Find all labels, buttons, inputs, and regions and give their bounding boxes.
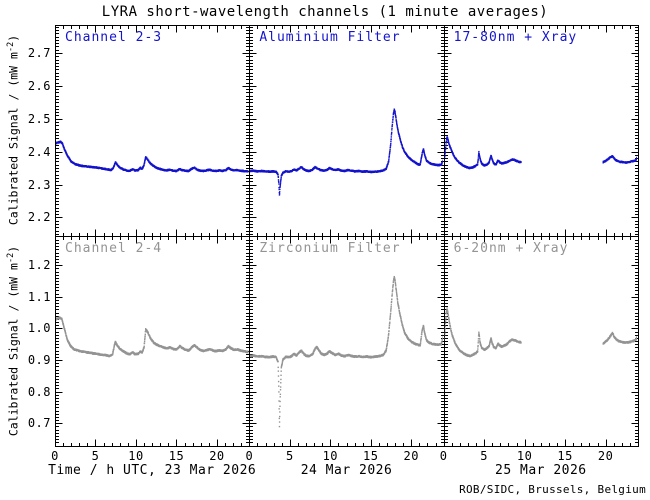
panel-label-aluminium-filter: Aluminium Filter	[259, 30, 401, 45]
x-tick-label: 20	[403, 449, 419, 463]
panel-label-zirconium-filter: Zirconium Filter	[259, 240, 401, 256]
panel-label-6-20nm-xray: 6-20nm + Xray	[453, 240, 569, 256]
x-tick-label: 20	[209, 449, 225, 463]
x-tick-label: 5	[480, 449, 488, 463]
panel-label-channel-2-4: Channel 2-4	[65, 240, 163, 256]
panel-label-channel-2-3: Channel 2-3	[65, 30, 163, 45]
y-axis-label-superscript: -2	[5, 42, 16, 53]
x-axis-day-label-25-mar: 25 Mar 2026	[495, 463, 587, 478]
y-tick-label: 2.5	[27, 111, 51, 126]
x-tick-label: 0	[51, 449, 59, 463]
y-axis-label-suffix: )	[6, 35, 21, 43]
y-tick-label: 2.7	[27, 45, 51, 60]
y-tick-label: 1.0	[27, 321, 51, 336]
x-tick-label: 10	[128, 449, 144, 463]
y-axis-label-superscript: -2	[5, 252, 16, 263]
y-tick-label: 0.9	[27, 353, 51, 368]
x-tick-label: 10	[322, 449, 339, 463]
y-tick-label: 1.2	[27, 258, 51, 273]
y-axis-label-top: Calibrated Signal / (mW m-2)	[6, 35, 21, 225]
panel-label-17-80nm-xray: 17-80nm + Xray	[453, 30, 578, 45]
y-tick-label: 2.2	[27, 210, 51, 225]
x-axis-day-label-23-mar: Time / h UTC, 23 Mar 2026	[48, 463, 257, 478]
y-tick-label: 0.7	[27, 416, 51, 431]
x-tick-label: 5	[285, 449, 294, 463]
y-tick-label: 0.8	[27, 384, 51, 399]
y-axis-label-text: Calibrated Signal / (mW m	[6, 262, 21, 436]
y-tick-label: 2.4	[27, 144, 51, 159]
x-tick-label: 20	[597, 449, 614, 463]
y-axis-label-bottom: Calibrated Signal / (mW m-2)	[6, 246, 21, 436]
y-axis-label-suffix: )	[6, 245, 21, 253]
y-tick-label: 2.3	[27, 177, 51, 192]
x-axis-day-label-24-mar: 24 Mar 2026	[300, 463, 393, 478]
y-tick-label: 1.1	[27, 289, 51, 304]
chart-title: LYRA short-wavelength channels (1 minute…	[101, 4, 549, 20]
x-tick-label: 0	[439, 449, 448, 463]
x-tick-label: 15	[168, 449, 185, 463]
x-tick-label: 15	[557, 449, 573, 463]
credit-text: ROB/SIDC, Brussels, Belgium	[459, 483, 646, 496]
y-tick-label: 2.6	[27, 78, 51, 93]
x-tick-label: 10	[516, 449, 533, 463]
x-tick-label: 5	[91, 449, 100, 463]
x-tick-label: 15	[363, 449, 379, 463]
x-tick-label: 0	[245, 449, 254, 463]
